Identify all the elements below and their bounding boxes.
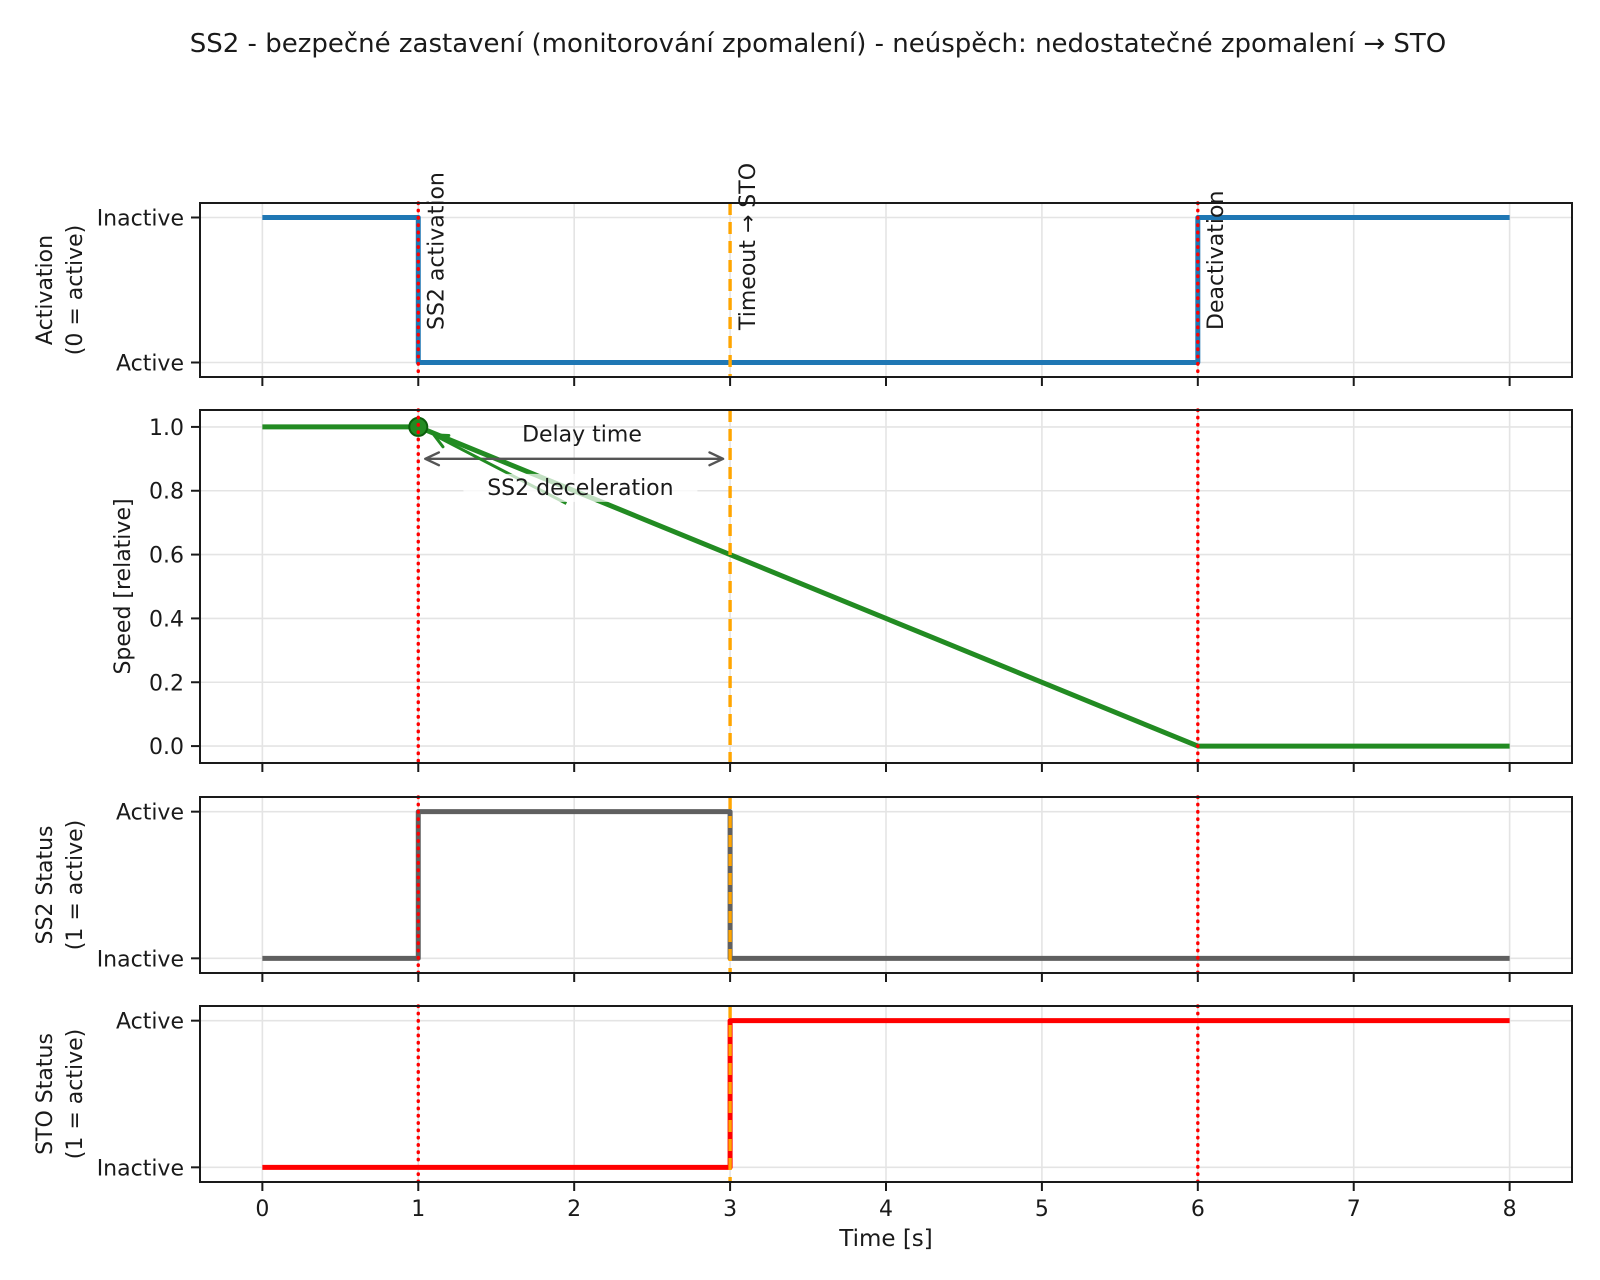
y-tick-label: 1.0 [149,416,184,441]
y-axis-label-activation: Activation [33,235,58,345]
x-tick-label: 5 [1035,1197,1049,1222]
x-tick-label: 3 [723,1197,737,1222]
panel-ss2-status: Active Inactive SS2 Status (1 = active) [33,795,1573,982]
y-tick-label: Active [116,801,184,826]
delay-time-arrowhead-left [424,451,441,467]
y-tick-label: 0.8 [149,480,184,505]
x-tick-label: 2 [567,1197,581,1222]
axis-and-annotation-labels: 0 1 2 3 4 5 6 7 8 SS2 activation Timeout → STO Deac… [255,163,1516,1222]
x-tick-label: 1 [411,1197,425,1222]
y-tick-label: 0.6 [149,544,184,569]
x-tick-label: 0 [255,1197,269,1222]
event-label-timeout-sto: Timeout → STO [736,163,761,331]
y-tick-label: 0.0 [149,735,184,760]
delay-time-label: Delay time [522,422,642,447]
y-axis-label-speed: Speed [relative] [111,498,136,674]
x-tick-label: 7 [1347,1197,1361,1222]
event-label-deactivation: Deactivation [1204,191,1229,330]
ss2-status-signal [262,809,1510,961]
panels: Inactive Active Activation (0 = active) 1.0 0… [33,201,1573,1191]
y-tick-label: Inactive [97,207,184,232]
y-tick-label: Inactive [97,947,184,972]
speed-curve [262,424,1510,749]
activation-signal [262,215,1510,365]
y-tick-label: Active [116,1010,184,1035]
y-tick-label: 0.4 [149,607,184,632]
y-axis-label-ss2-status: SS2 Status [33,825,58,944]
x-tick-label: 6 [1191,1197,1205,1222]
deceleration-arrowhead [432,433,451,449]
panel-speed: 1.0 0.8 0.6 0.4 0.2 0.0 Speed [relative] [111,408,1573,772]
x-axis-label: Time [s] [838,1226,933,1252]
y-axis-label-activation: (0 = active) [63,225,88,355]
y-axis-label-sto-status: (1 = active) [63,1029,88,1159]
y-axis-label-sto-status: STO Status [33,1033,58,1155]
deceleration-label: SS2 deceleration [487,476,673,501]
y-tick-label: Inactive [97,1156,184,1181]
y-tick-label: 0.2 [149,671,184,696]
x-tick-label: 4 [879,1197,893,1222]
y-tick-label: Active [116,352,184,377]
x-tick-label: 8 [1503,1197,1517,1222]
event-label-ss2-activation: SS2 activation [424,172,449,330]
deceleration-label-background [463,473,698,502]
y-axis-label-ss2-status: (1 = active) [63,820,88,950]
delay-time-arrowhead-right [708,451,725,467]
chart-title: SS2 - bezpečné zastavení (monitorování z… [190,29,1447,59]
panel-activation: Inactive Active Activation (0 = active) [33,201,1573,386]
panel-sto-status: Active Inactive STO Status (1 = active) [33,1004,1573,1191]
